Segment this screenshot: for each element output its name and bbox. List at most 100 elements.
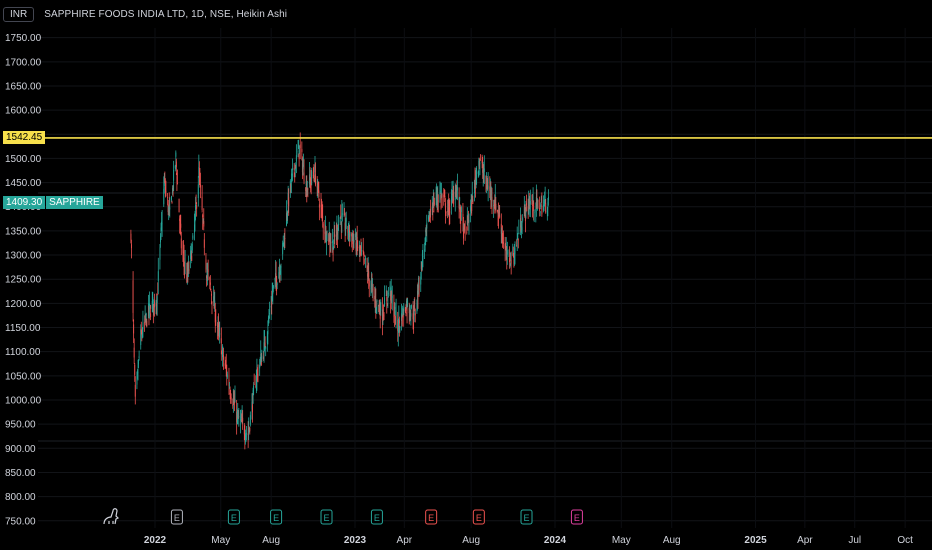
candle-up-body: [418, 277, 420, 289]
candle-up-body: [417, 290, 418, 299]
candle-up-body: [267, 317, 269, 323]
candle-down-body: [486, 184, 488, 189]
candle-down-body: [455, 196, 457, 198]
candle-up-body: [309, 174, 310, 185]
candle-up-body: [248, 427, 250, 429]
earnings-event-icon: [170, 509, 183, 525]
candle-down-body: [456, 189, 458, 191]
candle-up-body: [161, 223, 163, 225]
candle-down-body: [398, 320, 400, 324]
candle-up-body: [206, 272, 208, 274]
candle-up-body: [380, 301, 382, 311]
candle-down-body: [335, 235, 337, 237]
candle-down-body: [133, 347, 135, 358]
x-tick-label: Aug: [262, 535, 280, 546]
candle-up-body: [297, 151, 299, 153]
candle-down-body: [164, 178, 166, 181]
candle-down-body: [232, 404, 234, 407]
candle-up-body: [256, 371, 258, 378]
candle-down-body: [171, 201, 173, 204]
candle-down-body: [349, 230, 350, 238]
candle-up-body: [424, 238, 426, 243]
candle-up-body: [482, 172, 484, 175]
candle-up-body: [424, 249, 426, 252]
candle-down-body: [483, 175, 485, 177]
candle-down-body: [366, 265, 368, 269]
candle-up-body: [471, 193, 473, 202]
candle-up-body: [466, 214, 468, 225]
candle-down-body: [306, 187, 308, 197]
candle-down-body: [182, 249, 184, 254]
candle-up-body: [428, 211, 430, 215]
candle-down-body: [301, 148, 303, 153]
candle-up-body: [272, 285, 274, 289]
candle-down-body: [405, 312, 407, 314]
candle-up-body: [186, 271, 188, 276]
candle-up-body: [421, 253, 423, 262]
candle-up-body: [252, 390, 254, 404]
candle-up-body: [356, 235, 358, 245]
candle-down-body: [225, 366, 227, 369]
dinosaur-shape: [103, 508, 120, 525]
candle-down-body: [307, 188, 309, 190]
candle-up-body: [287, 212, 289, 217]
candle-up-body: [337, 231, 339, 233]
candle-up-body: [422, 256, 424, 257]
currency-badge[interactable]: INR: [3, 6, 35, 22]
y-tick-label: 1700.00: [5, 57, 42, 68]
candle-down-body: [167, 203, 169, 213]
x-tick-label: Apr: [397, 535, 413, 546]
candle-up-body: [432, 197, 434, 206]
candle-up-body: [374, 298, 376, 300]
candle-down-body: [505, 246, 507, 250]
earnings-event-icon: [370, 509, 383, 525]
candle-down-body: [164, 187, 166, 191]
candle-down-body: [363, 254, 365, 256]
candle-down-body: [206, 276, 207, 279]
y-tick-label: 1050.00: [5, 371, 42, 382]
candle-down-body: [512, 253, 514, 256]
candle-down-body: [176, 176, 178, 183]
candle-up-body: [236, 412, 238, 418]
candle-down-body: [434, 202, 435, 204]
candle-up-body: [440, 191, 441, 193]
candle-up-body: [470, 199, 472, 203]
candle-up-body: [270, 306, 272, 308]
candle-up-body: [398, 318, 400, 327]
candle-up-body: [253, 385, 255, 389]
candle-down-body: [359, 245, 361, 251]
y-tick-label: 1100.00: [5, 347, 41, 358]
candle-up-body: [508, 252, 510, 254]
candle-up-body: [498, 210, 500, 212]
candle-up-body: [477, 171, 479, 174]
candle-down-body: [503, 242, 504, 244]
last-price-label: 1409.30: [3, 195, 46, 209]
price-axis[interactable]: 1750.001700.001650.001600.001550.001500.…: [5, 33, 42, 527]
candle-down-body: [460, 216, 462, 221]
candle-down-body: [386, 303, 388, 304]
candle-up-body: [406, 300, 407, 308]
candle-down-body: [316, 186, 318, 188]
candle-up-body: [547, 201, 549, 208]
candle-down-body: [425, 228, 427, 232]
candle-down-body: [303, 172, 305, 182]
candle-up-body: [347, 233, 349, 235]
candle-up-body: [372, 284, 373, 287]
candle-down-body: [490, 191, 492, 197]
time-axis[interactable]: 2022 May Aug 2023 Apr Aug 2024 May Aug 2025 Apr Jul…: [144, 535, 913, 546]
candle-down-body: [464, 229, 466, 231]
candle-up-body: [474, 179, 475, 194]
candle-down-body: [294, 172, 296, 176]
candle-down-body: [360, 246, 362, 249]
candle-down-body: [257, 369, 258, 371]
candle-up-body: [413, 308, 415, 314]
candle-up-body: [457, 187, 458, 191]
candle-up-body: [435, 198, 437, 200]
candle-up-body: [454, 191, 456, 200]
candle-down-body: [517, 239, 519, 241]
candle-down-body: [177, 182, 178, 184]
candle-down-body: [491, 196, 493, 202]
candle-up-body: [349, 233, 351, 237]
candle-up-body: [376, 299, 378, 303]
